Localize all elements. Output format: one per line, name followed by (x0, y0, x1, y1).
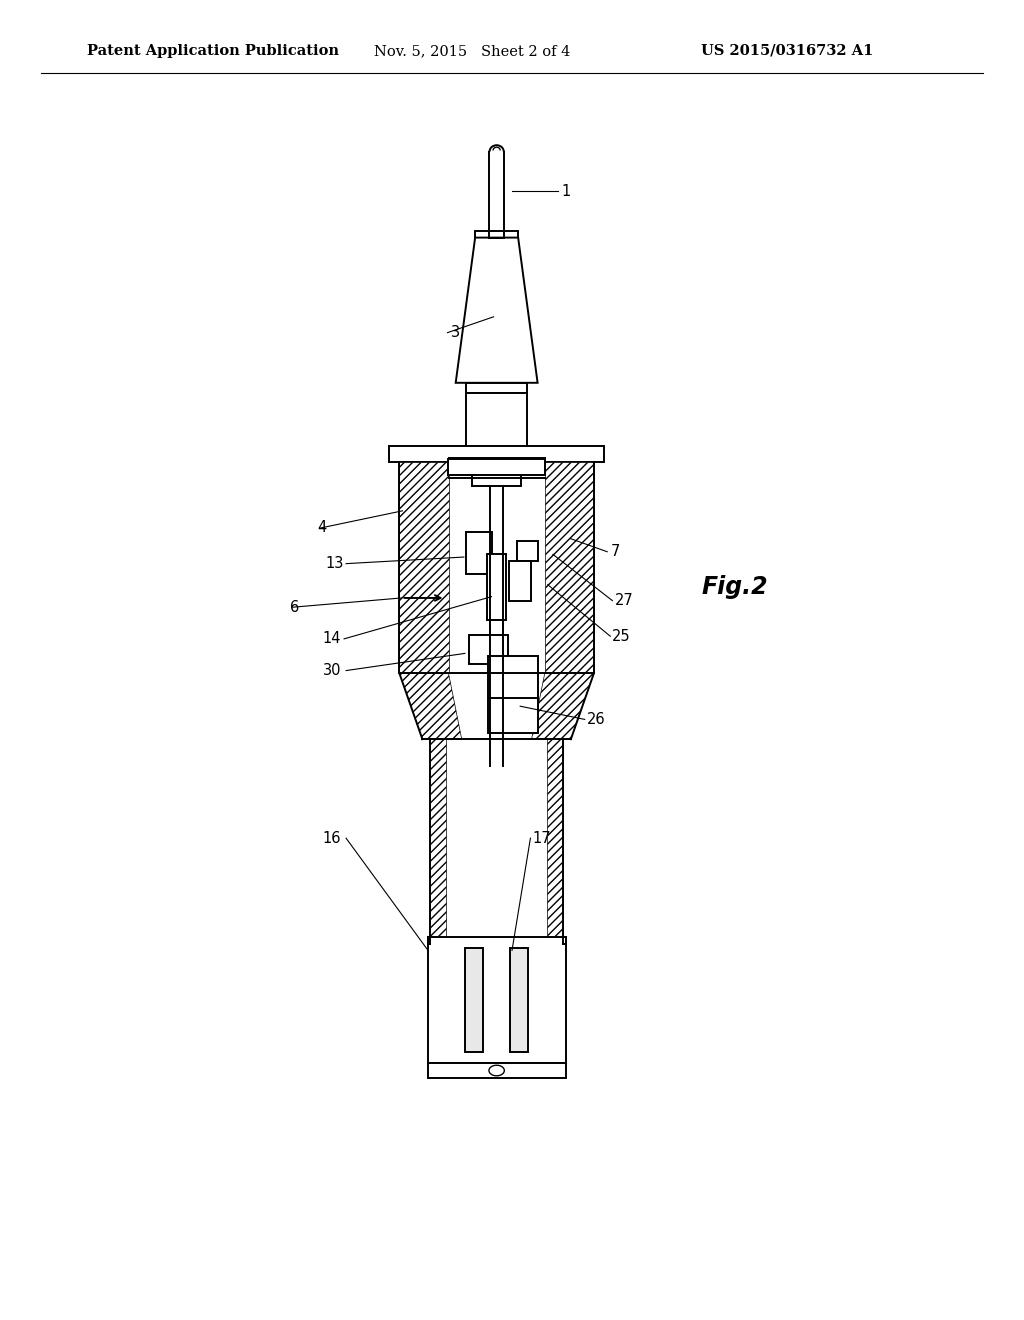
Bar (547, 739, 563, 944)
Text: Fig.2: Fig.2 (701, 576, 768, 599)
Bar (469, 635, 508, 664)
Text: US 2015/0316732 A1: US 2015/0316732 A1 (701, 44, 873, 58)
Text: 17: 17 (532, 830, 551, 846)
Text: 13: 13 (326, 556, 344, 572)
Text: 26: 26 (587, 711, 605, 727)
Bar (389, 446, 604, 462)
Bar (466, 383, 527, 393)
Bar (428, 937, 565, 1063)
Bar (466, 393, 527, 459)
Text: 3: 3 (451, 325, 460, 341)
Bar (399, 462, 449, 673)
Bar (465, 948, 483, 1052)
Bar (509, 561, 531, 601)
Text: Nov. 5, 2015   Sheet 2 of 4: Nov. 5, 2015 Sheet 2 of 4 (374, 44, 570, 58)
Text: Patent Application Publication: Patent Application Publication (87, 44, 339, 58)
Text: 1: 1 (561, 183, 570, 199)
Bar (510, 948, 528, 1052)
Bar (449, 459, 545, 475)
Polygon shape (456, 238, 538, 383)
Text: 16: 16 (323, 830, 341, 846)
Text: 6: 6 (290, 599, 299, 615)
Bar (428, 1063, 565, 1078)
Bar (472, 473, 521, 486)
Bar (490, 620, 503, 653)
Bar (453, 459, 541, 473)
Bar (430, 739, 446, 944)
Bar (517, 541, 538, 561)
Text: 4: 4 (317, 520, 327, 536)
Text: 27: 27 (614, 593, 633, 609)
Text: 30: 30 (323, 663, 341, 678)
Bar (466, 532, 492, 574)
Bar (475, 231, 518, 238)
Polygon shape (399, 673, 462, 739)
Bar (488, 656, 538, 733)
Text: 14: 14 (323, 631, 341, 647)
Bar (487, 554, 506, 620)
Polygon shape (531, 673, 594, 739)
Text: 25: 25 (612, 628, 631, 644)
Text: 7: 7 (610, 544, 620, 560)
Bar (545, 462, 594, 673)
